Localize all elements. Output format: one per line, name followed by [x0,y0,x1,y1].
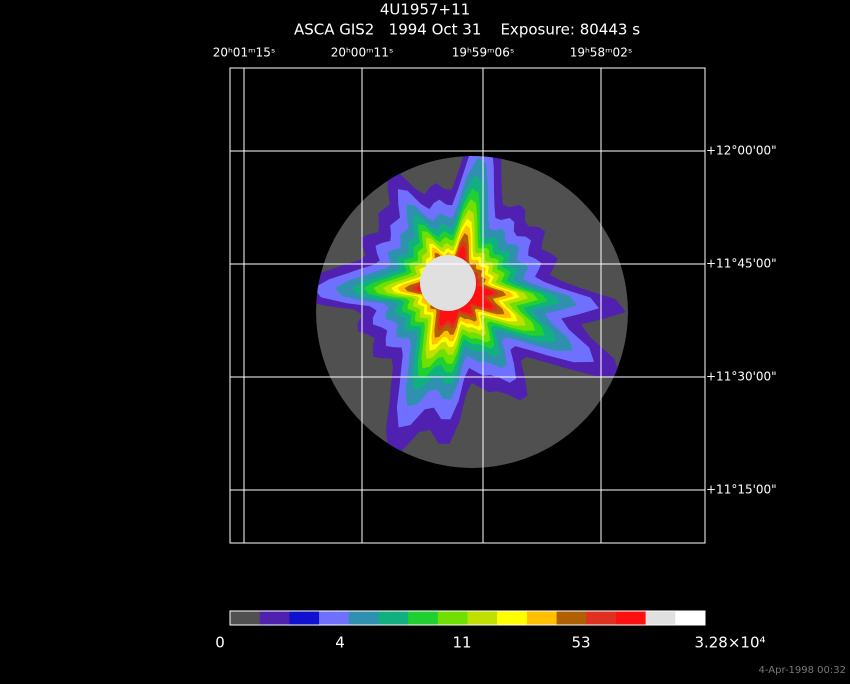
timestamp: 4-Apr-1998 00:32 [759,665,846,676]
colorbar-cell [378,611,409,625]
dec-label: +11°45'00" [706,257,777,271]
title: 4U1957+11 [380,1,470,19]
colorbar-cell [259,611,290,625]
colorbar-cell [437,611,468,625]
colorbar-cell [645,611,676,625]
ra-label: 20ʰ00ᵐ11ˢ [331,46,394,60]
colorbar-cell [408,611,439,625]
colorbar-label: 4 [335,634,345,652]
dec-label: +11°15'00" [706,483,777,497]
x-ray-image [316,156,628,468]
colorbar-cell [289,611,320,625]
subtitle: ASCA GIS2 1994 Oct 31 Exposure: 80443 s [294,21,640,39]
ra-label: 19ʰ58ᵐ02ˢ [570,46,633,60]
colorbar-cell [497,611,528,625]
colorbar-cell [319,611,350,625]
colorbar-cell [675,611,706,625]
colorbar-cell [467,611,498,625]
colorbar-label: 53 [571,634,590,652]
colorbar-cell [526,611,558,625]
colorbar-label: 0 [215,634,225,652]
colorbar-cell [556,611,587,625]
ra-label: 20ʰ01ᵐ15ˢ [213,46,276,60]
colorbar-frame [229,610,706,626]
colorbar-label: 3.28×10⁴ [694,634,765,652]
source-core [420,255,476,311]
colorbar-cell [615,611,647,625]
colorbar-label: 11 [452,634,471,652]
coordinate-grid: 20ʰ01ᵐ15ˢ 20ʰ00ᵐ11ˢ 19ʰ59ᵐ06ˢ 19ʰ58ᵐ02ˢ +12°… [213,46,777,544]
frame [229,67,706,544]
colorbar: 0 4 11 53 3.28×10⁴ [215,610,766,652]
colorbar-cell [230,611,261,625]
dec-label: +11°30'00" [706,370,777,384]
colorbar-cell [348,611,379,625]
dec-label: +12°00'00" [706,144,777,158]
colorbar-cell [586,611,617,625]
ra-label: 19ʰ59ᵐ06ˢ [452,46,515,60]
